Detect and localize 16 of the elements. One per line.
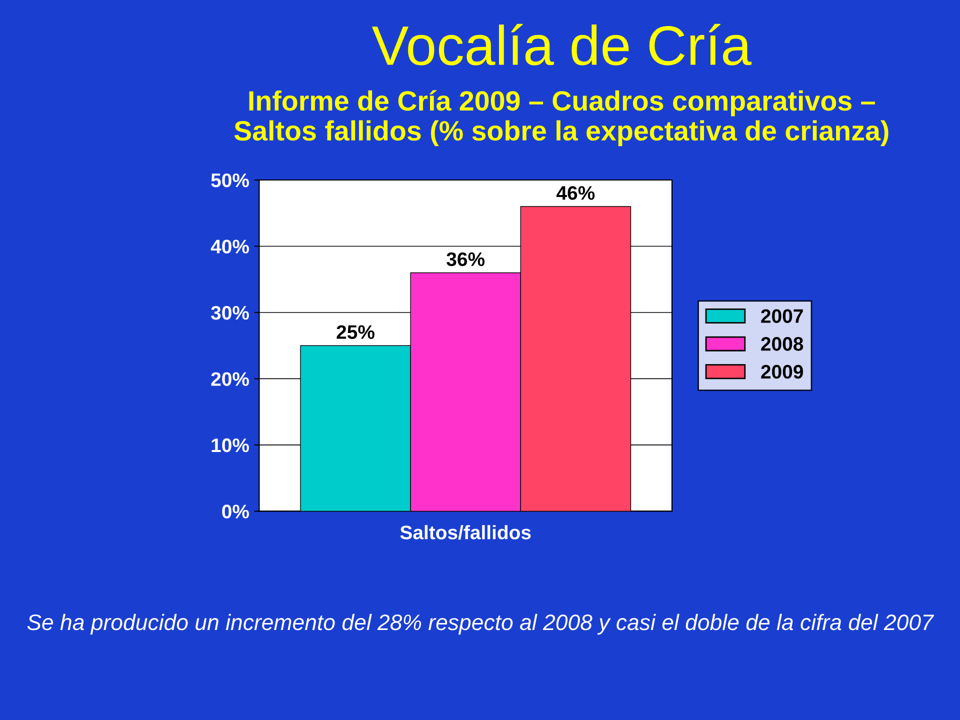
y-tick-label: 10% xyxy=(212,438,249,452)
chart-title: Vocalía de Cría xyxy=(372,24,752,66)
y-tick-label: 20% xyxy=(211,372,249,386)
legend-label: 2008 xyxy=(761,337,804,351)
data-label: 46% xyxy=(556,186,595,200)
y-tick-label: 40% xyxy=(210,240,249,254)
data-label: 25% xyxy=(336,325,374,339)
chart-subtitle: Informe de Cría 2009 – Cuadros comparativos – Saltos fallidos (% sobre la expectativa de crianza) xyxy=(234,90,888,146)
legend-label: 2007 xyxy=(761,309,803,323)
y-tick-label: 30% xyxy=(211,306,249,320)
y-tick-label: 50% xyxy=(211,173,249,188)
legend-label: 2009 xyxy=(761,364,803,379)
x-tick-label: Saltos/fallidos xyxy=(400,525,531,540)
text: Se ha producido un incremento del 28% respecto al 2008 y casi el doble de la cifra del 2007 xyxy=(27,614,934,635)
data-label: 36% xyxy=(446,252,485,266)
y-tick-label: 0% xyxy=(222,504,249,518)
